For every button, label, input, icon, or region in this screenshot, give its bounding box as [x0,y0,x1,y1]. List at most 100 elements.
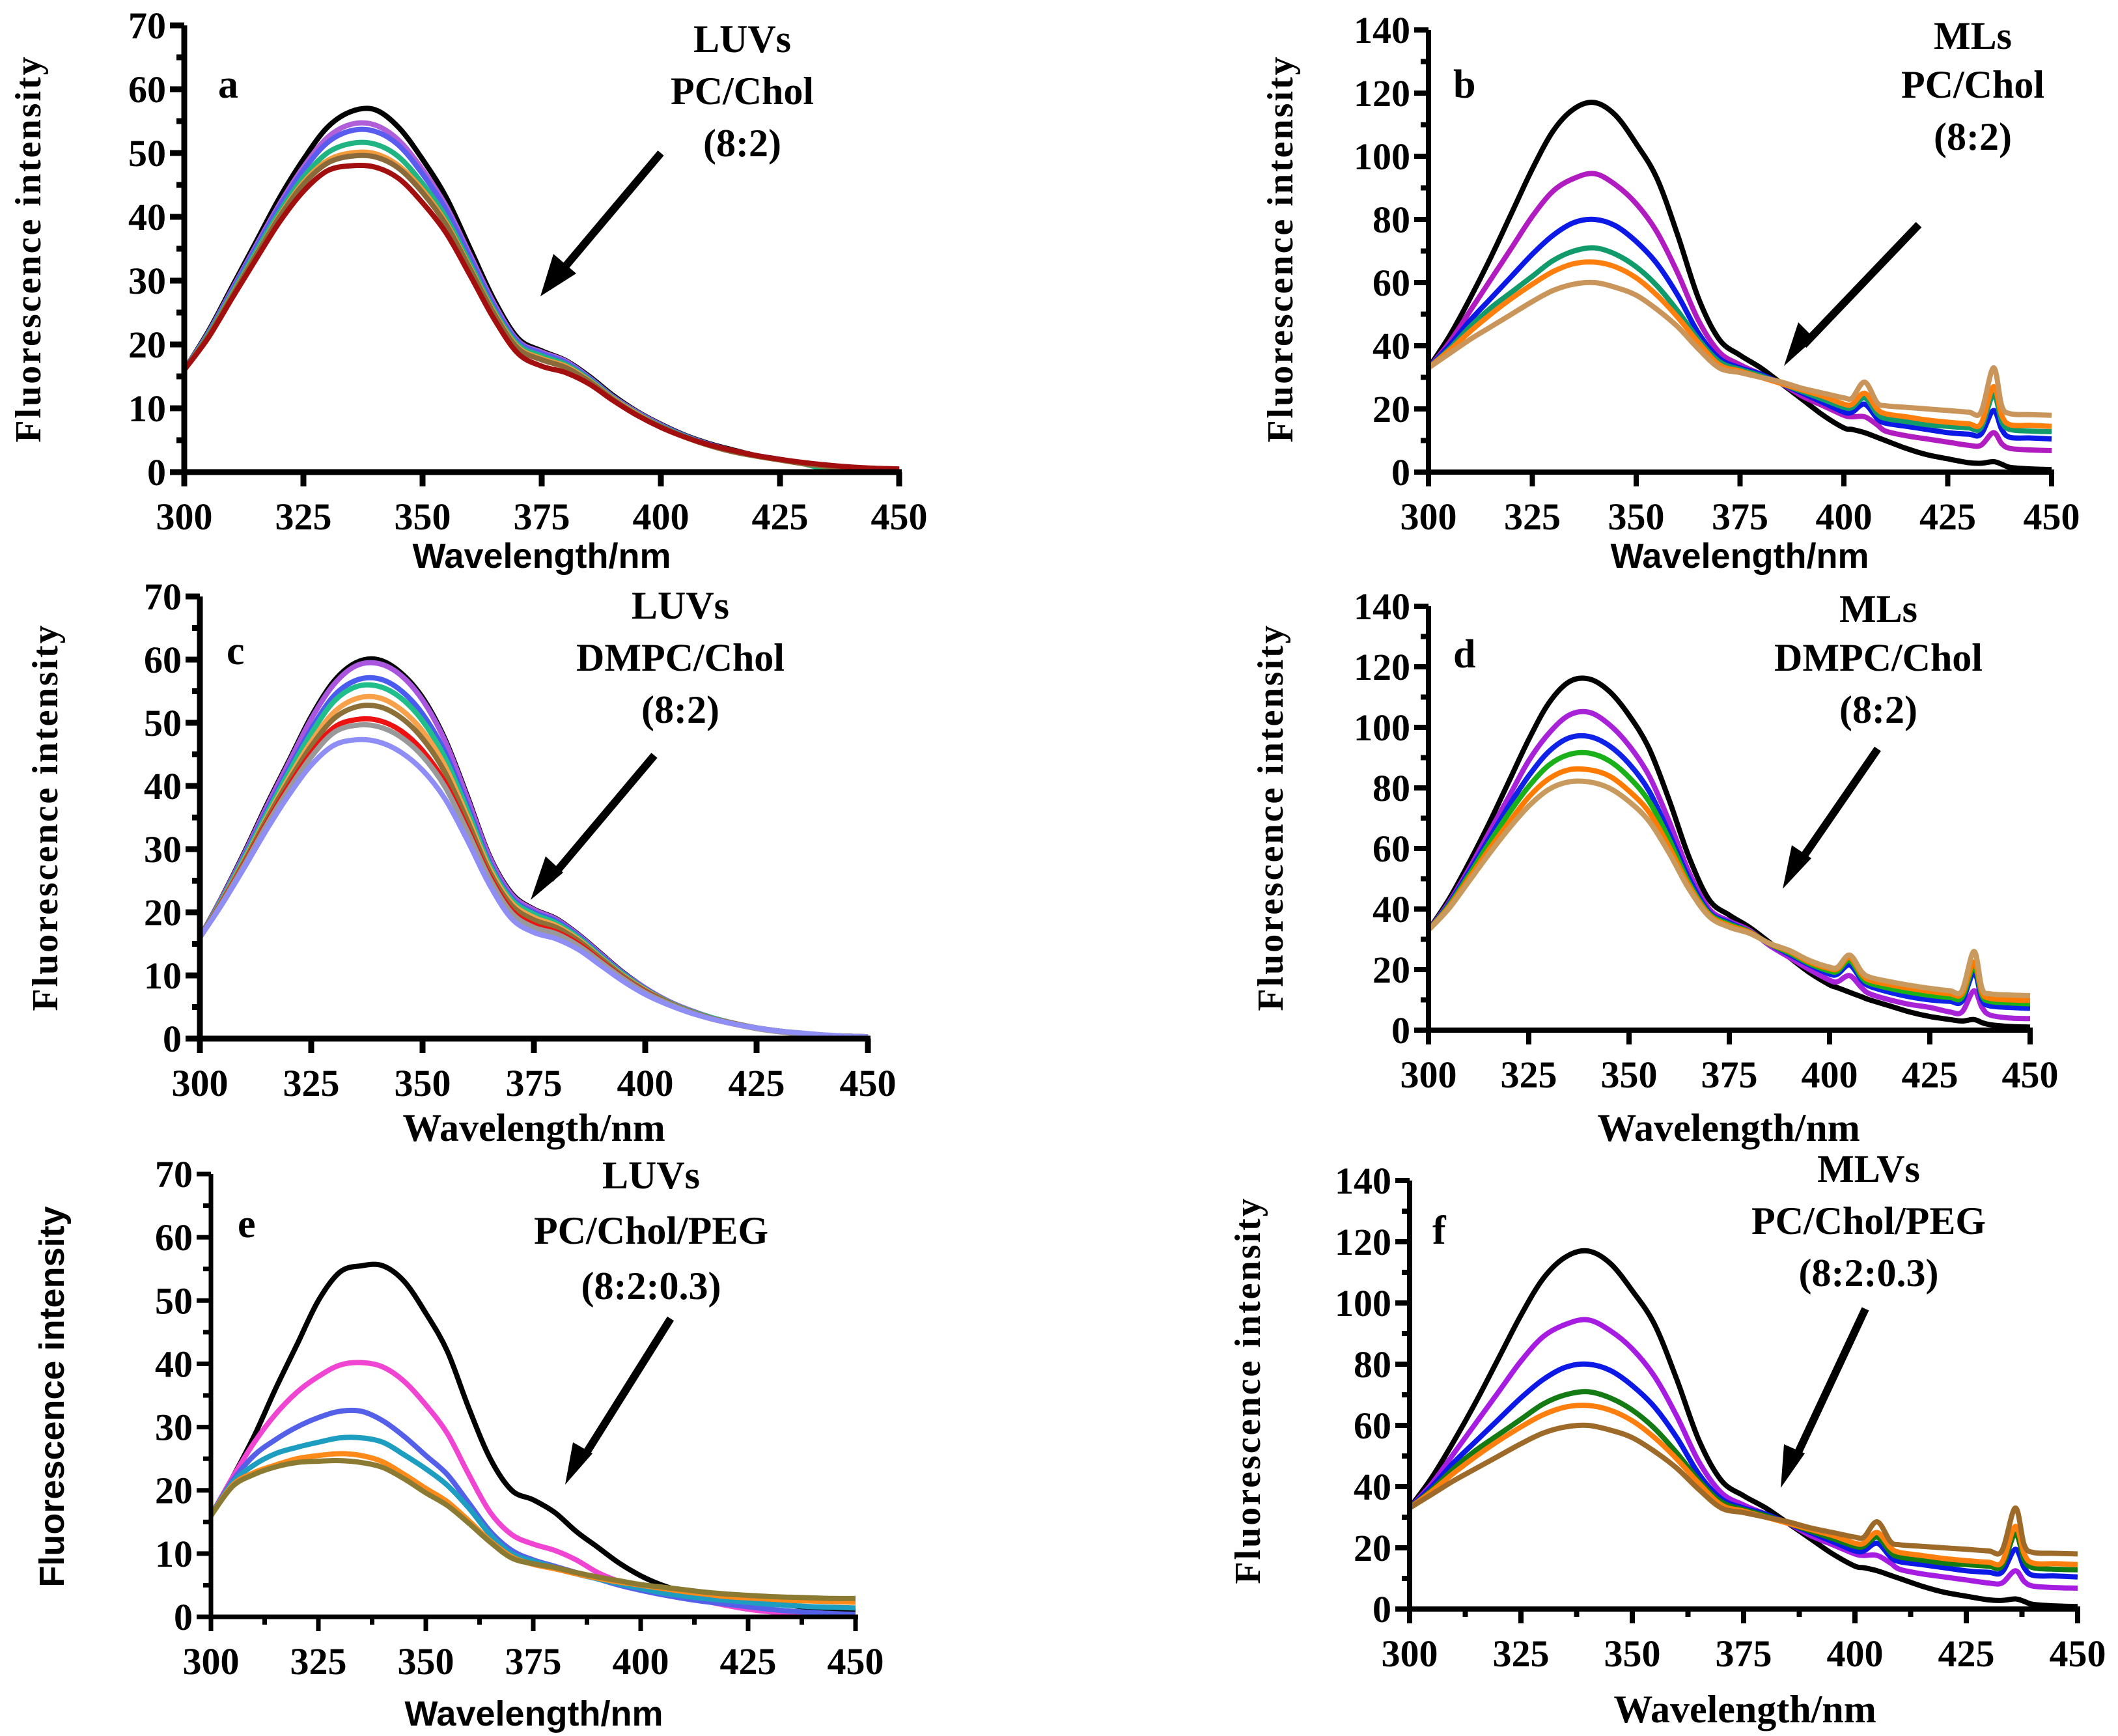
panel-c-ylabel: Fluorescence intensity [25,623,66,1011]
panel-b-ytick-label: 140 [1354,9,1410,51]
panel-b-annotation-line-1: MLs [1934,14,2012,57]
panel-b-xtick-label: 300 [1400,496,1457,538]
panel-f-xtick-label: 325 [1493,1632,1550,1675]
panel-c-series-purple [197,660,869,1040]
panel-a-ytick-label: 10 [128,387,166,430]
panel-d-ytick-label: 120 [1354,646,1410,688]
panel-f-series-blue [1408,1361,2078,1580]
panel-a-annotation-line-1: LUVs [693,18,791,61]
panel-d-xtick-label: 325 [1501,1054,1557,1096]
panel-c-xtick-label: 425 [729,1062,785,1104]
panel-d-ylabel: Fluorescence intensity [1251,623,1291,1011]
panel-a-series-dark-red [182,162,900,472]
panel-f-ytick-label: 0 [1373,1588,1391,1631]
panel-f-ytick-label: 100 [1335,1282,1391,1324]
panel-c-xtick-label: 350 [395,1062,451,1104]
panel-b-annotation-line-3: (8:2) [1934,115,2012,158]
panel-f-ytick-label: 120 [1335,1221,1391,1263]
panel-a-arrow [540,150,664,296]
panel-c-ytick-label: 0 [163,1018,182,1060]
panel-e-xtick-label: 325 [290,1640,347,1683]
panel-b-xtick-label: 350 [1608,496,1665,538]
panel-a-annotation-line-3: (8:2) [703,122,781,165]
panel-a-curves [182,105,900,473]
panel-c-xtick-label: 450 [840,1062,897,1104]
panel-c-xlabel: Wavelength/nm [402,1106,665,1149]
panel-b-xtick-label: 325 [1504,496,1561,538]
panel-a-ylabel: Fluorescence intensity [8,55,49,442]
panel-c-ytick-label: 60 [144,639,182,681]
panel-d-label: d [1453,632,1475,677]
panel-e-series-olive-brown [208,1458,856,1601]
panel-c-series-lavender [197,736,869,1040]
panel-a-xtick-label: 300 [156,496,213,538]
panel-e-ytick-label: 10 [155,1533,193,1575]
panel-e-annotation-line-3: (8:2:0.3) [581,1265,721,1308]
panel-a-xtick-label: 400 [633,496,690,538]
panel-a-xtick-label: 350 [395,496,451,538]
panel-d-ytick-label: 20 [1373,949,1410,991]
panel-d-ytick-label: 40 [1373,888,1410,931]
panel-c-series-gray [197,722,869,1041]
panel-e-arrow [565,1316,675,1485]
panel-b-ytick-label: 120 [1354,72,1410,115]
panel-c-ytick-label: 70 [144,576,182,618]
panel-a-ytick-label: 30 [128,260,166,302]
panel-b-ytick-label: 40 [1373,325,1410,367]
panel-f-ytick-label: 60 [1354,1405,1391,1447]
panel-e-annotation-line-1: LUVs [602,1154,700,1197]
panel-a-label: a [218,63,238,107]
panel-b-annotation-line-2: PC/Chol [1901,63,2044,106]
panel-e-ytick-label: 60 [155,1216,193,1259]
panel-f-ytick-label: 20 [1354,1527,1391,1569]
panel-a-ytick-label: 20 [128,324,166,366]
panel-b-curves [1426,100,2052,473]
panel-d-annotation-line-1: MLs [1839,587,1917,630]
panel-a-ytick-label: 0 [147,451,166,494]
panel-d-xtick-label: 425 [1902,1054,1958,1096]
panel-c-annotation-line-3: (8:2) [641,688,719,731]
panel-c-xtick-label: 300 [172,1062,229,1104]
panel-f-arrow [1781,1307,1869,1488]
panel-b-series-tan [1427,279,2052,418]
panel-d-series-black [1426,675,2031,1030]
panel-c-series-black [197,656,869,1040]
panel-f-ytick-label: 140 [1335,1160,1391,1202]
panel-f-axes: 0 20 40 60 80 100 120 140 300 325 350 375 400 425 450 [1335,1160,2106,1675]
panel-b-ylabel: Fluorescence intensity [1261,55,1301,442]
panel-b-label: b [1453,63,1475,107]
panel-f-xlabel: Wavelength/nm [1613,1688,1876,1731]
panel-f-ylabel: Fluorescence intensity [1228,1196,1268,1584]
panel-a-ytick-label: 70 [128,5,166,47]
panel-c-label: c [227,629,245,673]
panel-b-xtick-label: 375 [1712,496,1768,538]
panel-f-annotation-line-3: (8:2:0.3) [1799,1252,1939,1295]
panel-b-arrow [1784,221,1922,366]
panel-c-xtick-label: 375 [506,1062,563,1104]
panel-b-ytick-label: 80 [1373,199,1410,241]
panel-d-ytick-label: 140 [1354,585,1410,628]
panel-c-annotation-line-2: DMPC/Chol [576,636,785,679]
panel-d-xtick-label: 375 [1701,1054,1758,1096]
panel-b-xtick-label: 425 [1919,496,1976,538]
panel-c-ytick-label: 30 [144,828,182,871]
panel-d-arrow [1783,746,1881,889]
panel-c: 0 10 20 30 40 50 60 70 300 325 350 375 400 425 450 c L… [25,576,897,1149]
panel-e-curves [208,1261,856,1619]
panel-e-ytick-label: 0 [174,1596,193,1638]
panel-a-axes: 0 10 20 30 40 50 60 70 300 325 350 375 400 425 450 [128,5,928,538]
panel-f-xtick-label: 375 [1716,1632,1772,1675]
panel-c-series-red [197,716,869,1041]
panel-f-label: f [1432,1209,1447,1253]
panel-e-ytick-label: 40 [155,1343,193,1385]
panel-a-annotation-line-2: PC/Chol [671,70,814,113]
panel-e-ylabel: Fluorescence intensity [33,1206,72,1587]
panel-a-ytick-label: 60 [128,68,166,111]
panel-e-series-blue [208,1407,856,1617]
panel-f-xtick-label: 450 [2050,1632,2106,1675]
panel-d-annotation-line-3: (8:2) [1839,688,1917,731]
panel-a: 0 10 20 30 40 50 60 70 300 325 350 375 400 425 450 a L… [8,5,928,576]
panel-a-series-green [182,139,900,473]
